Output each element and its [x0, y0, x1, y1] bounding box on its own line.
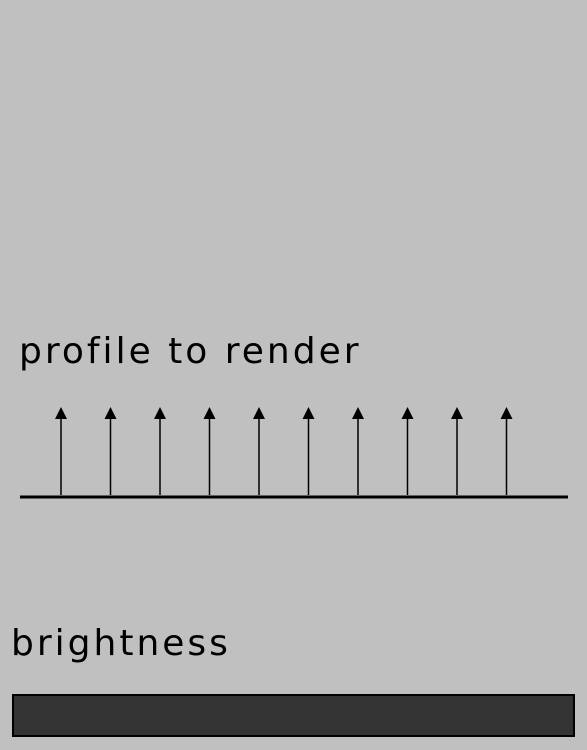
arrow-head	[352, 407, 364, 419]
arrow-head	[104, 407, 117, 419]
arrow-head	[500, 407, 513, 419]
arrow-head	[401, 407, 414, 419]
brightness-bar[interactable]	[12, 694, 575, 737]
arrow-head	[203, 407, 216, 419]
arrow-head	[451, 407, 463, 419]
arrow-group	[55, 407, 513, 495]
arrow-head	[253, 407, 265, 419]
arrow-head	[154, 407, 166, 419]
arrow-head	[302, 407, 315, 419]
profile-diagram	[20, 407, 568, 499]
brightness-label: brightness	[11, 623, 231, 664]
arrow-head	[55, 407, 67, 419]
profile-title: profile to render	[19, 331, 362, 372]
